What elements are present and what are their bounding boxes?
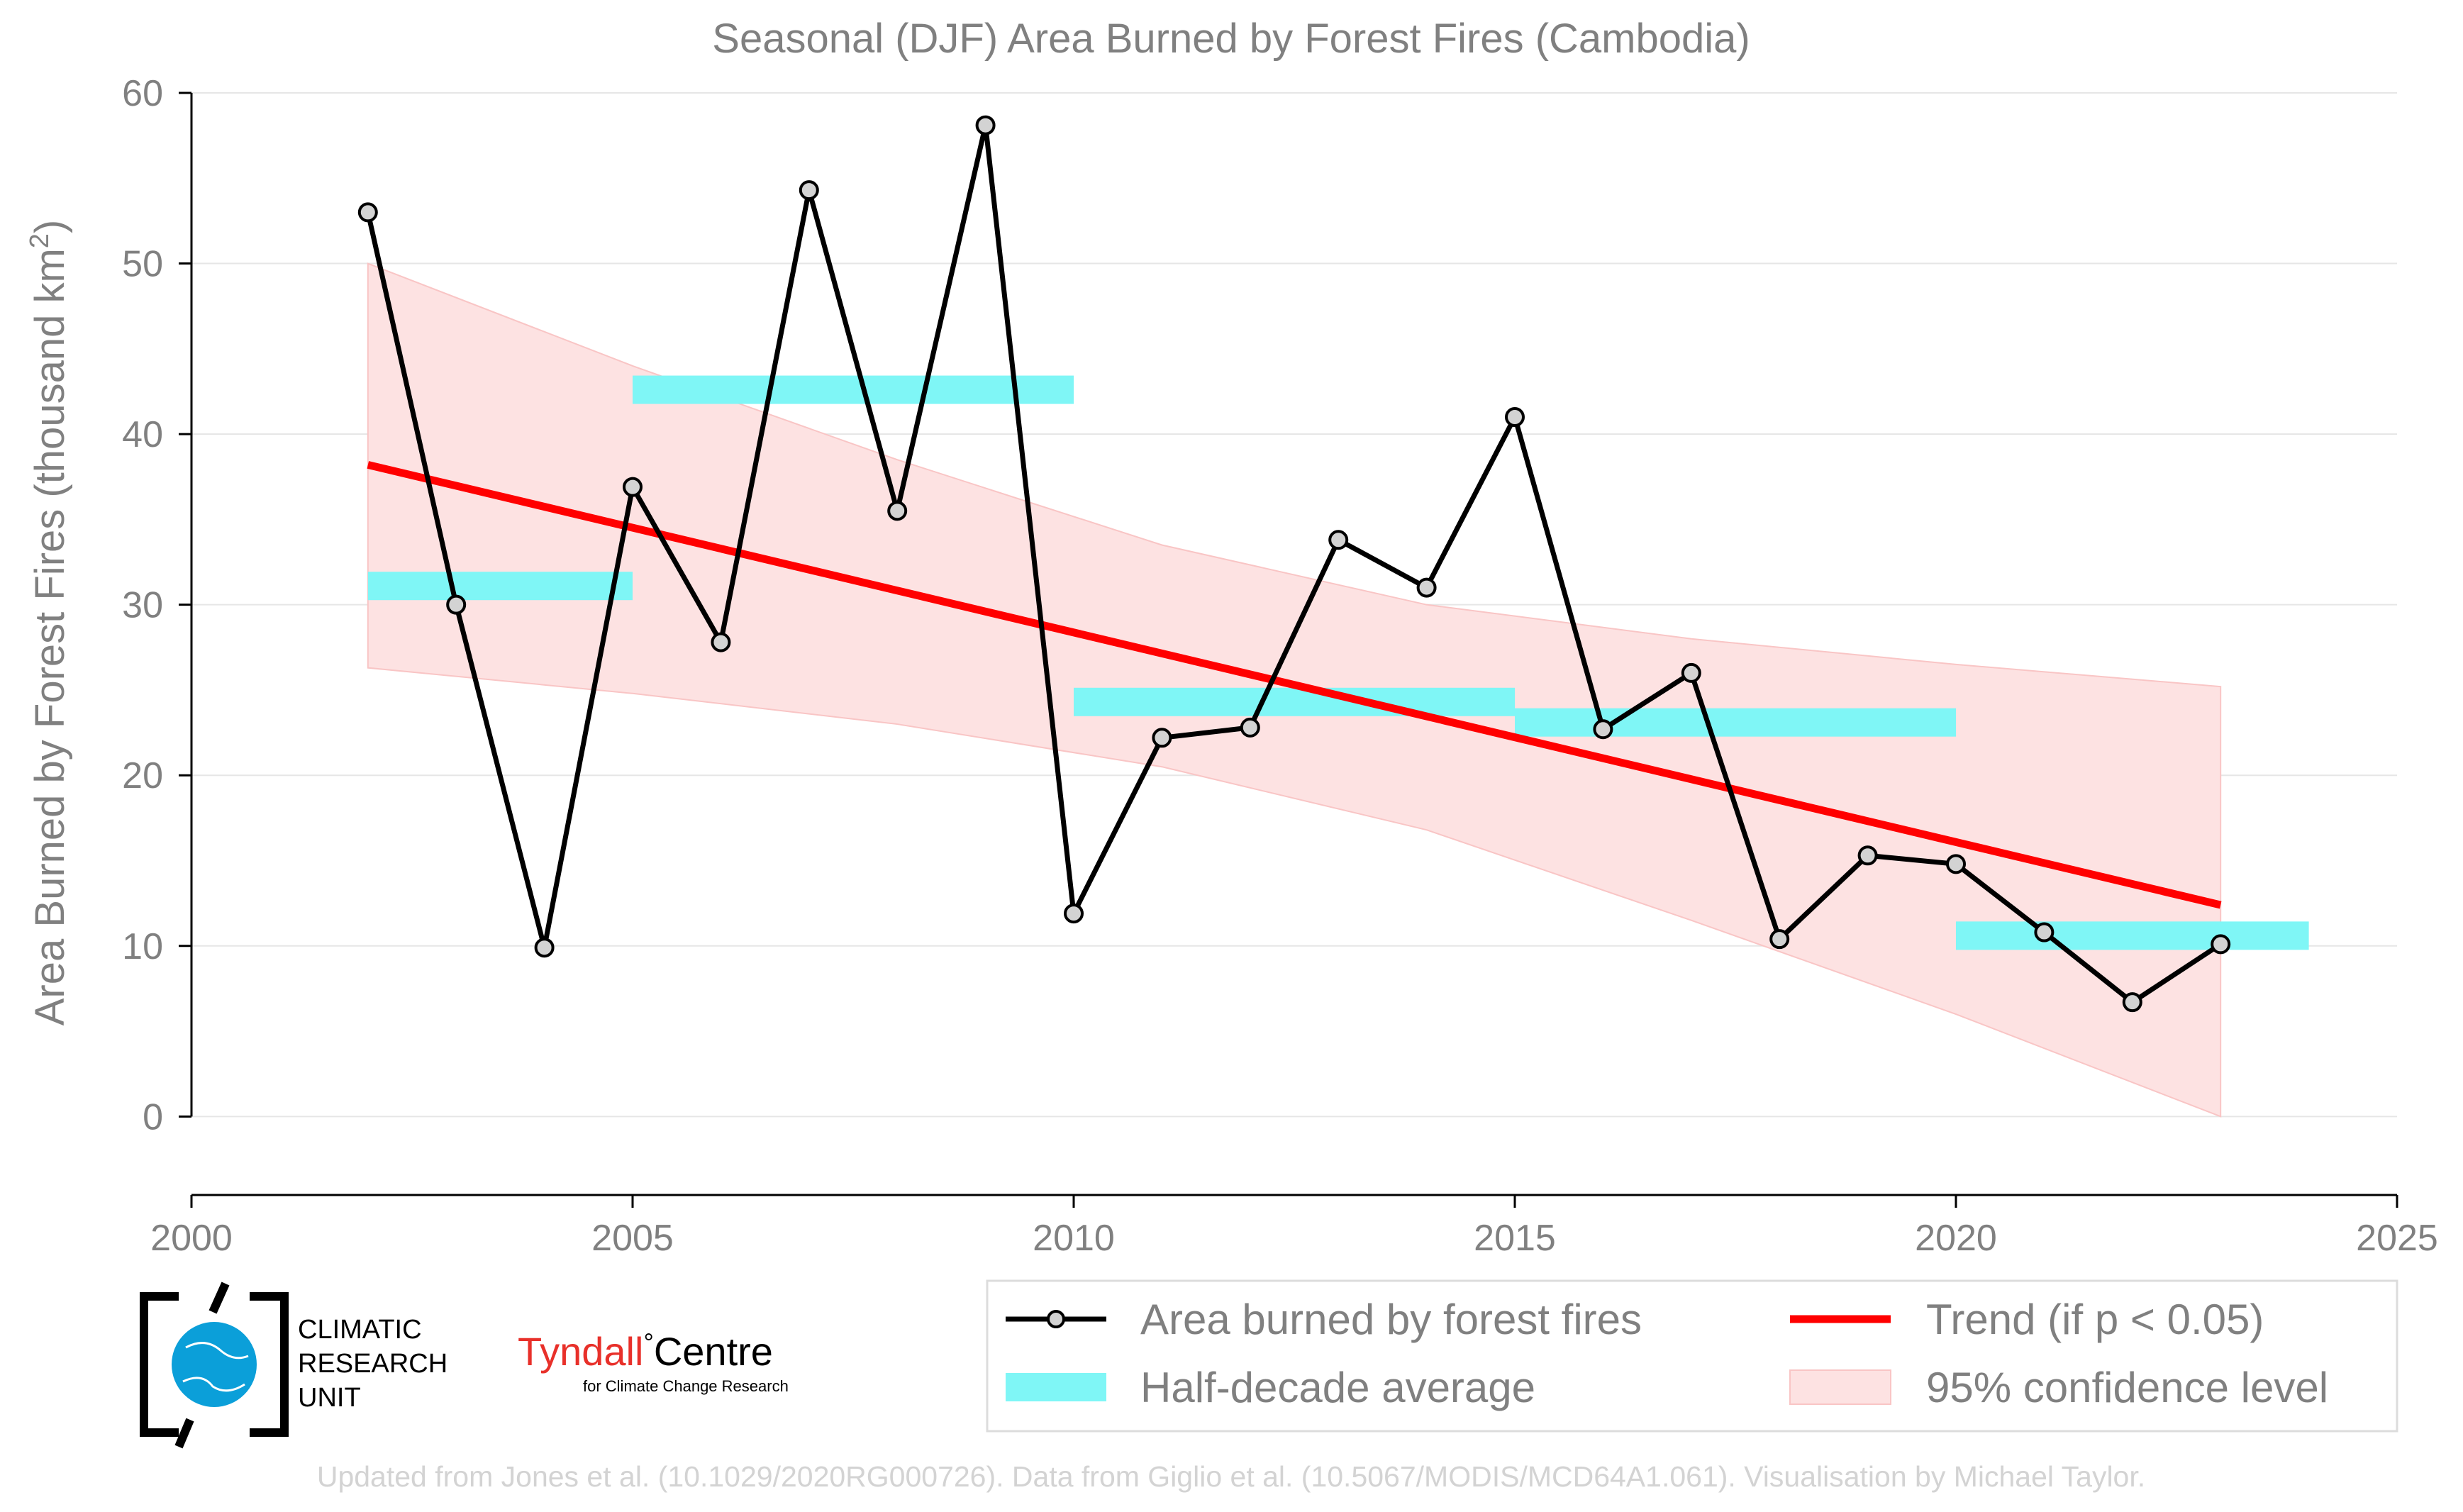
series-group [357, 115, 2231, 1013]
data-point [534, 938, 555, 958]
data-point [887, 501, 908, 521]
legend: Area burned by forest fires Half-decade … [986, 1279, 2398, 1433]
half-decade-bar [633, 375, 1074, 404]
y-tick-label: 30 [122, 585, 163, 626]
data-point [1328, 530, 1349, 550]
x-tick-label: 2010 [1033, 1218, 1115, 1259]
legend-label-series: Area burned by forest fires [1140, 1296, 1642, 1343]
x-tick-label: 2015 [1474, 1218, 1556, 1259]
data-point [975, 115, 996, 135]
data-point [1681, 662, 1701, 683]
data-point [1857, 845, 1878, 866]
data-point [799, 180, 819, 201]
x-tick-label: 2020 [1915, 1218, 1997, 1259]
data-point [1769, 929, 1790, 950]
y-tick-label: 10 [122, 926, 163, 967]
legend-marker-swatch [1047, 1310, 1065, 1328]
half-decade-bar [1956, 921, 2309, 950]
data-point [2122, 992, 2142, 1013]
half-decade-bar [1074, 687, 1515, 716]
data-point [1064, 904, 1084, 924]
legend-box [986, 1279, 2398, 1433]
data-point [446, 594, 467, 615]
data-point [1505, 407, 1525, 428]
legend-label-trend: Trend (if p < 0.05) [1926, 1296, 2264, 1343]
cru-text-line1: CLIMATIC [298, 1315, 422, 1345]
cru-bracket-right [250, 1292, 289, 1437]
legend-half-decade-swatch [1006, 1373, 1106, 1401]
legend-label-confidence: 95% confidence level [1926, 1364, 2328, 1411]
cru-logo: CLIMATIC RESEARCH UNIT [140, 1282, 447, 1449]
data-point [1152, 728, 1172, 748]
y-tick-label: 50 [122, 244, 163, 285]
x-tick-label: 2025 [2356, 1218, 2438, 1259]
data-point [623, 477, 643, 497]
y-axis-label: Area Burned by Forest Fires (thousand km… [25, 220, 73, 1026]
legend-label-half-decade: Half-decade average [1140, 1364, 1535, 1411]
data-point [2211, 934, 2231, 955]
cru-slash [174, 1282, 230, 1449]
tyndall-wordmark: Tyndall°Centre [518, 1328, 773, 1374]
y-tick-label: 40 [122, 414, 163, 455]
half-decade-bar [1515, 708, 1956, 737]
half-decade-bars [367, 375, 2309, 950]
tyndall-subtitle: for Climate Change Research [583, 1377, 789, 1395]
credit-line: Updated from Jones et al. (10.1029/2020R… [317, 1460, 2145, 1493]
data-point [1946, 854, 1966, 874]
globe-landmass-lines [182, 1342, 249, 1392]
data-point [1240, 717, 1260, 738]
data-point [1416, 577, 1437, 598]
y-tick-label: 60 [122, 73, 163, 114]
tyndall-logo: Tyndall°Centre for Climate Change Resear… [518, 1328, 789, 1395]
data-point [2034, 922, 2055, 943]
data-point [711, 632, 731, 652]
globe-icon [172, 1322, 257, 1407]
axes: 0 10 20 30 40 50 60 2000 2005 2010 2015 2020 2025 [122, 73, 2438, 1259]
x-tick-label: 2005 [591, 1218, 674, 1259]
trend-line-group [367, 461, 2222, 909]
cru-text-line3: UNIT [298, 1383, 361, 1413]
chart-title: Seasonal (DJF) Area Burned by Forest Fir… [712, 16, 1750, 62]
y-tick-label: 0 [143, 1096, 163, 1138]
y-tick-label: 20 [122, 755, 163, 796]
legend-confidence-swatch [1789, 1369, 1891, 1405]
cru-text-line2: RESEARCH [298, 1349, 447, 1379]
data-point [1593, 719, 1613, 740]
x-tick-label: 2000 [150, 1218, 233, 1259]
data-point [357, 202, 378, 223]
half-decade-bar [367, 572, 633, 601]
trend-line [367, 461, 2222, 909]
cru-bracket-left [140, 1292, 179, 1437]
series-line [365, 123, 2223, 1005]
